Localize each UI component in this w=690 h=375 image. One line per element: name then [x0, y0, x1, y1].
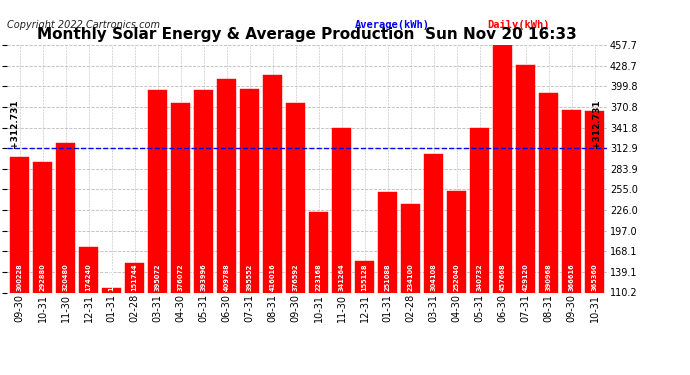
Bar — [240, 89, 259, 371]
Bar — [286, 103, 305, 371]
Text: 376592: 376592 — [293, 263, 299, 291]
Text: 292880: 292880 — [39, 263, 46, 291]
Bar — [148, 90, 167, 371]
Text: 365360: 365360 — [591, 263, 598, 291]
Text: 320480: 320480 — [63, 263, 68, 291]
Text: 223168: 223168 — [315, 263, 322, 291]
Bar — [33, 162, 52, 371]
Bar — [516, 65, 535, 371]
Text: 300228: 300228 — [17, 263, 23, 291]
Bar — [470, 128, 489, 371]
Bar — [10, 157, 29, 371]
Text: Daily(kWh): Daily(kWh) — [487, 20, 550, 30]
Text: 341264: 341264 — [339, 263, 344, 291]
Bar — [493, 45, 512, 371]
Bar — [79, 247, 98, 371]
Text: 116984: 116984 — [108, 263, 115, 291]
Text: 151744: 151744 — [132, 263, 137, 291]
Text: 409788: 409788 — [224, 263, 230, 291]
Bar — [194, 90, 213, 371]
Bar — [447, 192, 466, 371]
Bar — [56, 143, 75, 371]
Text: +312.731: +312.731 — [592, 100, 601, 148]
Bar — [401, 204, 420, 371]
Bar — [309, 212, 328, 371]
Bar — [355, 261, 374, 371]
Text: 155128: 155128 — [362, 263, 368, 291]
Text: 252040: 252040 — [453, 263, 460, 291]
Text: Average(kWh): Average(kWh) — [355, 20, 430, 30]
Bar — [378, 192, 397, 371]
Text: Copyright 2022 Cartronics.com: Copyright 2022 Cartronics.com — [7, 20, 160, 30]
Text: 416016: 416016 — [270, 263, 275, 291]
Text: 251088: 251088 — [384, 263, 391, 291]
Bar — [585, 111, 604, 371]
Title: Monthly Solar Energy & Average Production  Sun Nov 20 16:33: Monthly Solar Energy & Average Productio… — [37, 27, 577, 42]
Text: 376072: 376072 — [177, 263, 184, 291]
Text: 457668: 457668 — [500, 263, 506, 291]
Bar — [424, 154, 443, 371]
Bar — [562, 110, 581, 371]
Text: 234100: 234100 — [408, 263, 413, 291]
Text: 429120: 429120 — [522, 263, 529, 291]
Text: 390968: 390968 — [546, 263, 551, 291]
Bar — [171, 103, 190, 371]
Bar — [263, 75, 282, 371]
Text: 393996: 393996 — [201, 263, 206, 291]
Bar — [539, 93, 558, 371]
Text: 340732: 340732 — [477, 263, 482, 291]
Text: 304108: 304108 — [431, 263, 437, 291]
Bar — [102, 288, 121, 371]
Bar — [125, 263, 144, 371]
Bar — [332, 128, 351, 371]
Text: +312.731: +312.731 — [10, 100, 19, 148]
Text: 395072: 395072 — [155, 263, 161, 291]
Bar — [217, 79, 236, 371]
Text: 174240: 174240 — [86, 263, 92, 291]
Text: 395552: 395552 — [246, 263, 253, 291]
Text: 366616: 366616 — [569, 263, 575, 291]
